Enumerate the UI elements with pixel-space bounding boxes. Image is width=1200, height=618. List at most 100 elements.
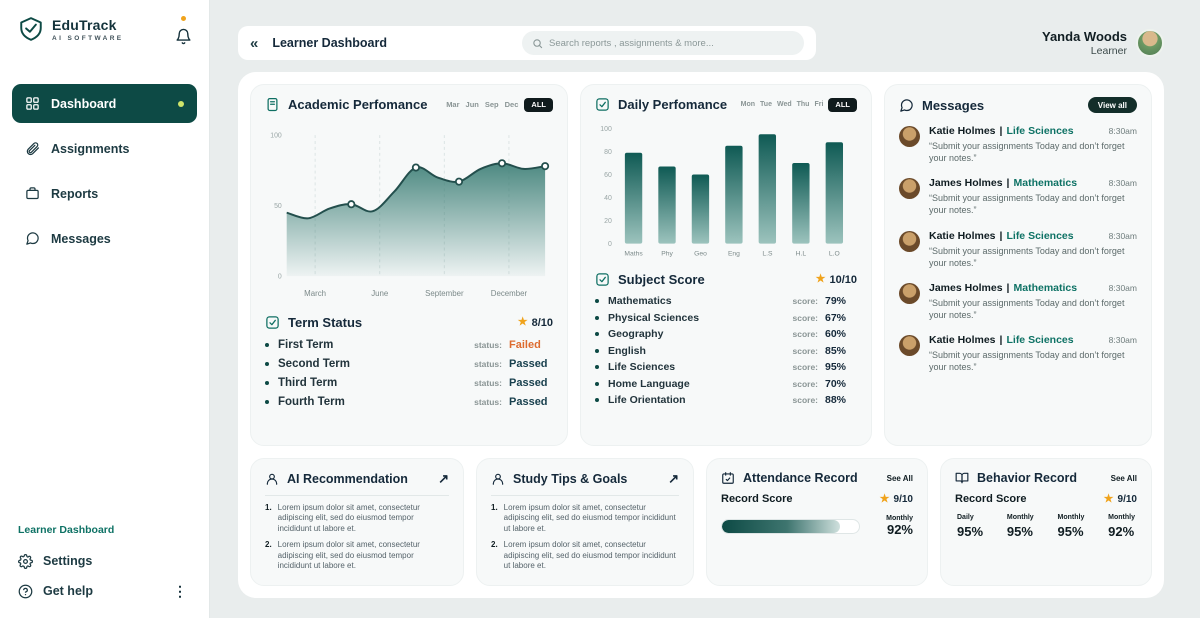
- svg-text:December: December: [491, 289, 528, 298]
- message-body: “Submit your assignments Today and don’t…: [929, 141, 1125, 164]
- tab-dec[interactable]: Dec: [504, 100, 519, 109]
- gear-icon: [18, 553, 33, 569]
- avatar[interactable]: [1136, 29, 1164, 57]
- ai-recommendation-title: AI Recommendation: [287, 472, 408, 486]
- message-item[interactable]: James Holmes | Mathematics 8:30am “Submi…: [899, 177, 1137, 216]
- attendance-record-card: Attendance Record See All Record Score ★…: [706, 458, 928, 586]
- message-time: 8:30am: [1108, 126, 1137, 136]
- message-item[interactable]: Katie Holmes | Life Sciences 8:30am “Sub…: [899, 125, 1137, 164]
- term-status-value: Passed: [509, 396, 548, 408]
- term-label: Third Term: [278, 377, 338, 389]
- star-icon: ★: [517, 316, 528, 328]
- subject-score-row: English score: 85%: [595, 345, 857, 357]
- user-info[interactable]: Yanda Woods Learner: [1042, 29, 1164, 57]
- separator: |: [999, 334, 1003, 347]
- behavior-stat: Monthly 95%: [1058, 514, 1085, 539]
- message-sender: Katie Holmes: [929, 334, 996, 347]
- arrow-up-right-icon[interactable]: ↗: [668, 471, 679, 486]
- collapse-sidebar-icon[interactable]: «: [250, 34, 259, 52]
- tab-jun[interactable]: Jun: [465, 100, 479, 109]
- grid-icon: [25, 96, 40, 111]
- stat-label: Monthly: [1108, 514, 1135, 521]
- daily-performance-card: Daily Perfomance Mon Tue Wed Thu Fri ALL…: [580, 84, 872, 446]
- get-help-button[interactable]: Get help ⋮: [18, 576, 191, 606]
- svg-text:100: 100: [270, 133, 282, 140]
- message-body: “Submit your assignments Today and don’t…: [929, 245, 1125, 268]
- svg-text:Geo: Geo: [694, 251, 707, 258]
- view-all-button[interactable]: View all: [1087, 97, 1137, 113]
- term-status-row: First Term status: Failed: [265, 339, 553, 351]
- chat-icon: [25, 231, 40, 246]
- tab-mar[interactable]: Mar: [446, 100, 460, 109]
- separator: |: [999, 125, 1003, 137]
- bullet-dot: [595, 381, 599, 386]
- get-help-label: Get help: [43, 584, 94, 598]
- search-input[interactable]: [549, 37, 794, 49]
- sidebar-item-dashboard[interactable]: Dashboard: [12, 84, 197, 123]
- svg-text:40: 40: [604, 195, 612, 202]
- search-box[interactable]: [522, 31, 804, 55]
- score-label: score:: [792, 378, 818, 389]
- message-subject: Life Sciences: [1006, 334, 1074, 347]
- sidebar-item-messages[interactable]: Messages: [12, 219, 197, 258]
- nav-label: Assignments: [51, 141, 130, 156]
- tab-wed[interactable]: Wed: [776, 101, 792, 108]
- svg-text:Eng: Eng: [728, 251, 740, 258]
- attendance-progress-bar: [721, 518, 860, 534]
- message-item[interactable]: James Holmes | Mathematics 8:30am “Submi…: [899, 282, 1137, 321]
- tab-fri[interactable]: Fri: [814, 101, 824, 108]
- message-item[interactable]: Katie Holmes | Life Sciences 8:30am “Sub…: [899, 230, 1137, 269]
- stat-value: 95%: [1006, 524, 1033, 539]
- behavior-record-card: Behavior Record See All Record Score ★ 9…: [940, 458, 1152, 586]
- sidebar-item-assignments[interactable]: Assignments: [12, 129, 197, 168]
- list-item: 1. Lorem ipsum dolor sit amet, consectet…: [265, 503, 449, 534]
- list-item: 2. Lorem ipsum dolor sit amet, consectet…: [265, 540, 449, 571]
- settings-button[interactable]: Settings: [18, 546, 191, 576]
- message-time: 8:30am: [1108, 282, 1137, 293]
- svg-text:June: June: [371, 289, 389, 298]
- bell-icon[interactable]: [175, 28, 192, 45]
- svg-text:100: 100: [600, 126, 612, 133]
- study-tips-card: Study Tips & Goals ↗ 1. Lorem ipsum dolo…: [476, 458, 694, 586]
- subject-score-pct: 79%: [825, 295, 847, 307]
- tab-all[interactable]: ALL: [828, 97, 857, 112]
- attendance-score-badge: ★ 9/10: [880, 493, 913, 505]
- check-square-icon: [595, 97, 610, 112]
- term-status-row: Fourth Term status: Passed: [265, 396, 553, 408]
- message-subject: Mathematics: [1013, 281, 1078, 294]
- see-all-link[interactable]: See All: [886, 473, 913, 483]
- message-sender: James Holmes: [929, 177, 1003, 190]
- message-sender: Katie Holmes: [929, 229, 996, 242]
- score-label: score:: [792, 395, 818, 405]
- term-label: Second Term: [278, 358, 350, 370]
- message-body: “Submit your assignments Today and don’t…: [929, 350, 1125, 373]
- avatar: [899, 126, 920, 147]
- separator: |: [1006, 281, 1010, 294]
- tab-tue[interactable]: Tue: [760, 101, 772, 108]
- item-number: 2.: [491, 540, 498, 550]
- tab-mon[interactable]: Mon: [740, 101, 756, 108]
- subject-score-pct: 85%: [825, 344, 847, 357]
- behavior-stat: Monthly 95%: [1007, 514, 1034, 539]
- tab-thu[interactable]: Thu: [796, 101, 810, 108]
- tab-sep[interactable]: Sep: [484, 100, 499, 109]
- active-indicator-dot: [178, 100, 184, 107]
- tab-all[interactable]: ALL: [524, 97, 553, 112]
- see-all-link[interactable]: See All: [1110, 473, 1137, 483]
- sidebar-item-reports[interactable]: Reports: [12, 174, 197, 213]
- message-subject: Life Sciences: [1006, 229, 1074, 242]
- term-status-value: Passed: [509, 358, 548, 370]
- bullet-dot: [265, 400, 269, 404]
- top-bar: « Learner Dashboard Yanda Woods Learner: [238, 26, 1164, 60]
- subject-name: Mathematics: [608, 295, 672, 307]
- svg-text:Maths: Maths: [624, 251, 643, 258]
- message-item[interactable]: Katie Holmes | Life Sciences 8:30am “Sub…: [899, 334, 1137, 373]
- arrow-up-right-icon[interactable]: ↗: [438, 471, 449, 486]
- bullet-dot: [595, 348, 599, 353]
- kebab-menu-icon[interactable]: ⋮: [173, 582, 187, 599]
- daily-performance-chart: 0 20 40 60 80 100 Maths Phy Geo Eng L.S H.L L.O: [600, 126, 844, 258]
- nav-label: Dashboard: [51, 96, 117, 111]
- messages-list: Katie Holmes | Life Sciences 8:30am “Sub…: [899, 125, 1137, 373]
- svg-text:H.L: H.L: [796, 251, 807, 258]
- star-icon: ★: [1103, 492, 1114, 505]
